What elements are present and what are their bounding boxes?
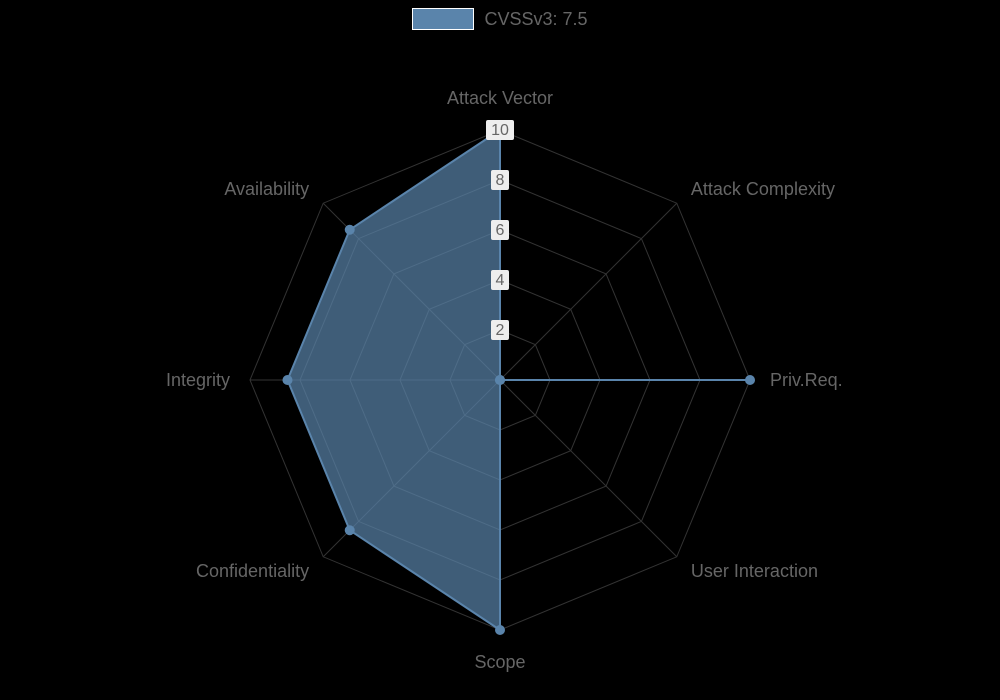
grid-spoke bbox=[500, 203, 677, 380]
axis-label: Attack Complexity bbox=[691, 179, 835, 199]
chart-legend: CVSSv3: 7.5 bbox=[0, 8, 1000, 30]
axis-label: Priv.Req. bbox=[770, 370, 843, 390]
legend-label: CVSSv3: 7.5 bbox=[484, 9, 587, 30]
axis-label: Attack Vector bbox=[447, 88, 553, 108]
series-point bbox=[345, 225, 355, 235]
grid-spoke bbox=[500, 380, 677, 557]
series-point bbox=[495, 375, 505, 385]
axis-label: User Interaction bbox=[691, 561, 818, 581]
legend-swatch bbox=[412, 8, 474, 30]
tick-label: 10 bbox=[491, 122, 509, 139]
axis-label: Confidentiality bbox=[196, 561, 309, 581]
tick-label: 2 bbox=[496, 322, 505, 339]
tick-label: 8 bbox=[496, 172, 505, 189]
axis-label: Integrity bbox=[166, 370, 230, 390]
tick-label: 4 bbox=[496, 272, 505, 289]
tick-label: 6 bbox=[496, 222, 505, 239]
series-point bbox=[495, 625, 505, 635]
axis-label: Availability bbox=[224, 179, 309, 199]
radar-chart-container: CVSSv3: 7.5 2 4 6 8 10 Attack Vector Attack Co… bbox=[0, 0, 1000, 700]
axis-label: Scope bbox=[474, 652, 525, 672]
series-point bbox=[745, 375, 755, 385]
series-point bbox=[345, 525, 355, 535]
radar-chart-svg: 2 4 6 8 10 Attack Vector Attack Complexity Priv… bbox=[0, 0, 1000, 700]
series-point bbox=[283, 375, 293, 385]
